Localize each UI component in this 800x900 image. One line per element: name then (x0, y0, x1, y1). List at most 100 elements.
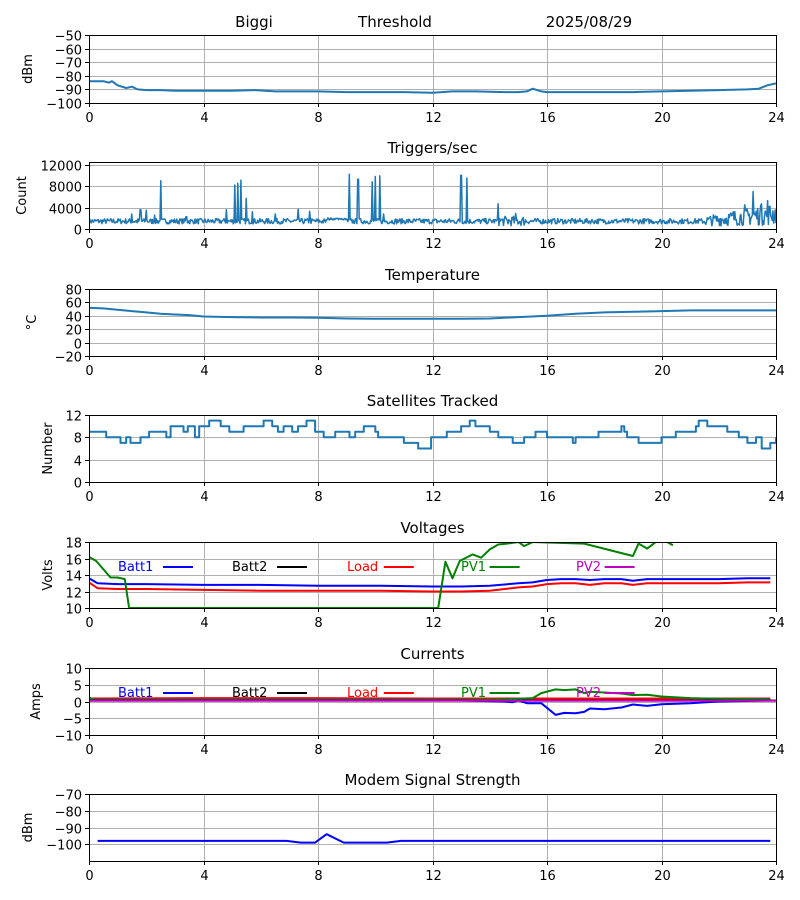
x-tick-label: 16 (539, 111, 556, 126)
series-line-modem (97, 833, 771, 844)
header-mode: Threshold (357, 13, 432, 31)
x-axis: 0 4 8 12 16 20 24 (85, 229, 785, 252)
x-tick-label: 8 (314, 490, 322, 505)
x-tick-label: 4 (200, 743, 208, 758)
x-tick-label: 0 (85, 237, 93, 252)
chart-currents: Currents Batt1 Batt2 Load PV1 PV2 0 4 8 12 16 20 24 1… (29, 645, 785, 758)
series-line-pv1 (89, 688, 771, 701)
x-tick-label: 16 (539, 616, 556, 631)
y-tick-label: −80 (55, 71, 82, 86)
x-tick-label: 12 (425, 237, 442, 252)
legend: Batt1 Batt2 Load PV1 PV2 (118, 686, 635, 701)
legend-label-batt1: Batt1 (118, 686, 153, 701)
chart-title: Currents (400, 645, 464, 663)
x-tick-label: 0 (85, 490, 93, 505)
x-tick-label: 4 (200, 490, 208, 505)
y-tick-label: 5 (74, 680, 82, 695)
legend-label-batt2: Batt2 (232, 686, 267, 701)
y-tick-label: 12000 (41, 160, 82, 175)
header-date: 2025/08/29 (546, 13, 632, 31)
series-group (89, 306, 776, 320)
y-tick-label: 40 (65, 311, 82, 326)
y-axis-label: Count (15, 176, 30, 215)
legend-label-batt1: Batt1 (118, 560, 153, 575)
y-tick-label: 0 (74, 224, 82, 239)
y-axis: 12000 8000 4000 0 (41, 160, 89, 239)
x-tick-label: 0 (85, 869, 93, 884)
x-axis: 0 4 8 12 16 20 24 (85, 103, 785, 126)
legend-label-batt2: Batt2 (232, 560, 267, 575)
series-group (89, 419, 776, 450)
x-tick-label: 20 (654, 237, 671, 252)
y-tick-label: 20 (65, 324, 82, 339)
chart-title: Voltages (400, 519, 464, 537)
y-tick-label: 18 (65, 537, 82, 552)
x-axis: 0 4 8 12 16 20 24 (85, 482, 785, 505)
chart-title: Triggers/sec (387, 139, 478, 157)
x-tick-label: 20 (654, 616, 671, 631)
x-tick-label: 12 (425, 364, 442, 379)
series-line-signal (89, 80, 776, 94)
series-line-satellites (89, 419, 776, 450)
header-station: Biggi (235, 13, 273, 31)
series-line-batt1 (89, 699, 771, 716)
series-line-triggers (89, 173, 776, 227)
x-tick-label: 24 (768, 490, 785, 505)
x-tick-label: 16 (539, 490, 556, 505)
legend-label-pv1: PV1 (461, 560, 486, 575)
x-tick-label: 8 (314, 237, 322, 252)
y-tick-label: 10 (65, 603, 82, 618)
y-axis: 12 8 4 0 (65, 410, 89, 492)
chart-panels: 0 4 8 12 16 20 24−50−60−70−80−90−100dBmTrigger… (15, 30, 785, 885)
y-tick-label: −70 (55, 57, 82, 72)
x-tick-label: 20 (654, 490, 671, 505)
y-axis: 10 5 0−5 −10 (55, 663, 89, 745)
y-tick-label: 12 (65, 587, 82, 602)
y-axis: −50−60−70−80−90−100 (46, 30, 89, 113)
y-axis-label: Number (41, 422, 56, 475)
x-tick-label: 16 (539, 237, 556, 252)
y-tick-label: −20 (55, 351, 82, 366)
y-tick-label: −10 (55, 730, 82, 745)
chart-satellites: Satellites Tracked 0 4 8 12 16 20 24 12 8 4 0 Number (41, 392, 785, 505)
series-group (89, 542, 771, 608)
legend-label-pv2: PV2 (576, 686, 601, 701)
y-tick-label: 10 (65, 663, 82, 678)
x-tick-label: 16 (539, 364, 556, 379)
chart-title: Modem Signal Strength (345, 771, 521, 789)
y-tick-label: 8000 (49, 181, 82, 196)
x-tick-label: 4 (200, 111, 208, 126)
y-axis-label: Amps (29, 683, 44, 720)
y-tick-label: 14 (65, 570, 82, 585)
y-tick-label: 0 (74, 338, 82, 353)
x-tick-label: 4 (200, 364, 208, 379)
series-group (89, 80, 776, 94)
legend: Batt1 Batt2 Load PV1 PV2 (118, 560, 635, 575)
x-tick-label: 8 (314, 364, 322, 379)
x-tick-label: 24 (768, 616, 785, 631)
y-tick-label: −60 (55, 44, 82, 59)
x-tick-label: 12 (425, 743, 442, 758)
x-tick-label: 0 (85, 111, 93, 126)
x-tick-label: 4 (200, 616, 208, 631)
y-tick-label: 0 (74, 477, 82, 492)
x-tick-label: 4 (200, 869, 208, 884)
y-tick-label: −90 (55, 823, 82, 838)
x-tick-label: 16 (539, 869, 556, 884)
x-tick-label: 8 (314, 869, 322, 884)
x-tick-label: 24 (768, 237, 785, 252)
x-tick-label: 0 (85, 616, 93, 631)
series-line-batt1 (89, 577, 771, 588)
legend-label-pv2: PV2 (576, 560, 601, 575)
y-tick-label: −100 (46, 839, 82, 854)
y-tick-label: 8 (74, 432, 82, 447)
x-tick-label: 20 (654, 869, 671, 884)
x-tick-label: 24 (768, 111, 785, 126)
y-axis-label: Volts (41, 559, 56, 591)
x-tick-label: 20 (654, 743, 671, 758)
y-axis-label: °C (25, 315, 40, 331)
